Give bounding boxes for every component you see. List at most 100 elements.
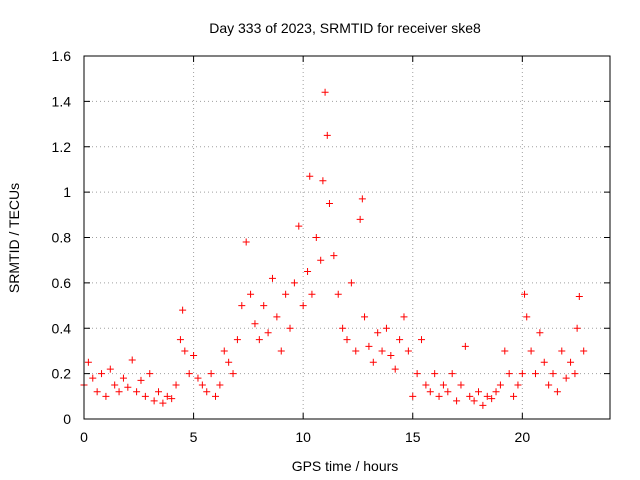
data-point [268, 274, 276, 282]
data-point [323, 131, 331, 139]
data-point [510, 392, 518, 400]
data-point [426, 388, 434, 396]
data-point [325, 199, 333, 207]
y-tick-label: 1.6 [52, 48, 72, 64]
data-point [396, 336, 404, 344]
x-tick-label: 15 [405, 429, 421, 445]
plot-frame [83, 55, 611, 420]
x-tick-label: 5 [190, 429, 198, 445]
data-point [133, 388, 141, 396]
data-point [159, 399, 167, 407]
data-point [242, 238, 250, 246]
data-point [540, 358, 548, 366]
data-point [439, 381, 447, 389]
data-point [319, 177, 327, 185]
data-point [571, 370, 579, 378]
chart-title: Day 333 of 2023, SRMTID for receiver ske… [209, 20, 481, 36]
data-point [549, 370, 557, 378]
data-point [545, 381, 553, 389]
data-point [496, 381, 504, 389]
data-point [457, 381, 465, 389]
data-point [216, 381, 224, 389]
data-point [207, 370, 215, 378]
data-point [176, 336, 184, 344]
data-point [523, 313, 531, 321]
data-point [282, 290, 290, 298]
data-point [453, 397, 461, 405]
data-point [387, 351, 395, 359]
y-tick-label: 0.8 [52, 230, 72, 246]
data-point [352, 347, 360, 355]
data-point [330, 252, 338, 260]
data-point [89, 374, 97, 382]
y-tick-label: 1 [63, 184, 71, 200]
data-point [365, 342, 373, 350]
data-point [488, 395, 496, 403]
data-point [562, 374, 570, 382]
y-tick-label: 1.4 [52, 93, 72, 109]
data-point [312, 234, 320, 241]
data-point [409, 392, 417, 400]
data-point [391, 365, 399, 373]
y-tick-label: 0.2 [52, 366, 72, 382]
data-point [400, 313, 408, 321]
data-point [190, 351, 198, 359]
data-point [378, 347, 386, 355]
data-point [150, 397, 158, 405]
data-point [536, 329, 544, 337]
x-axis: 0 5 10 15 20 [80, 56, 530, 445]
data-point [466, 392, 474, 400]
data-point [220, 347, 228, 355]
x-tick-label: 20 [515, 429, 531, 445]
data-point [260, 302, 268, 310]
data-point [304, 268, 312, 276]
data-point [212, 392, 219, 400]
x-tick-label: 10 [295, 429, 311, 445]
data-point [155, 388, 163, 396]
data-point [475, 388, 482, 396]
data-point [422, 381, 430, 389]
x-axis-label: GPS time / hours [292, 458, 399, 474]
data-point [93, 388, 101, 396]
data-point [185, 370, 193, 378]
data-point [229, 370, 237, 378]
data-point [418, 336, 426, 344]
data-point [172, 381, 180, 389]
data-point [461, 342, 469, 350]
data-point [179, 306, 187, 314]
data-point [567, 358, 575, 366]
grid-lines [84, 56, 610, 419]
data-point [84, 358, 92, 366]
data-point [514, 381, 522, 389]
data-point [238, 302, 246, 310]
data-point [483, 392, 491, 400]
data-point [290, 279, 298, 287]
data-point [431, 370, 439, 378]
data-point [119, 374, 127, 382]
y-tick-label: 0.6 [52, 275, 72, 291]
data-point [225, 358, 233, 366]
data-point [358, 195, 366, 203]
data-point [501, 347, 509, 355]
data-point [527, 347, 535, 355]
data-point [448, 370, 456, 378]
data-point [306, 172, 314, 180]
data-point [356, 215, 364, 223]
data-point [444, 388, 452, 396]
data-point [531, 370, 539, 378]
data-point [106, 365, 114, 373]
data-point [115, 388, 123, 396]
data-point [295, 222, 303, 230]
data-point [168, 395, 176, 403]
data-point [321, 88, 329, 96]
data-point [203, 388, 211, 396]
data-point [251, 320, 259, 328]
data-point [575, 292, 583, 300]
data-point [347, 279, 355, 287]
data-point [573, 324, 581, 332]
data-point [98, 370, 106, 378]
data-point [146, 370, 154, 378]
data-point [521, 290, 529, 298]
data-point [361, 313, 369, 321]
data-point [435, 392, 443, 400]
